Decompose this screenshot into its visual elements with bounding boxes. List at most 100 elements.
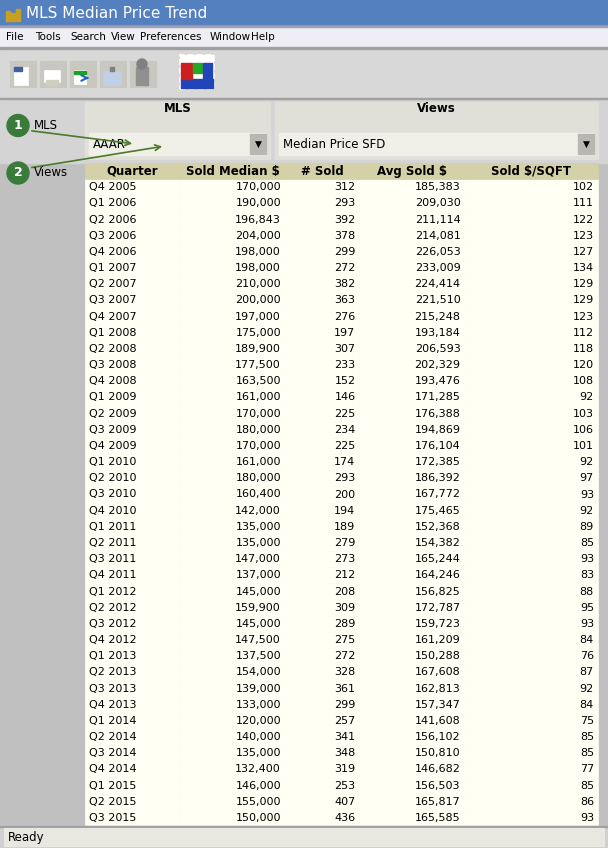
Bar <box>85 632 180 648</box>
Bar <box>359 535 465 551</box>
Bar <box>359 179 465 195</box>
Bar <box>359 600 465 616</box>
Text: 170,000: 170,000 <box>235 409 281 419</box>
Text: 77: 77 <box>580 764 594 774</box>
Text: 112: 112 <box>573 328 594 338</box>
Text: 87: 87 <box>580 667 594 678</box>
Circle shape <box>7 114 29 137</box>
Bar <box>85 195 180 211</box>
Text: 145,000: 145,000 <box>235 619 281 629</box>
Text: 392: 392 <box>334 215 356 225</box>
Text: Q3 2011: Q3 2011 <box>89 555 136 564</box>
Bar <box>465 778 598 794</box>
Circle shape <box>7 162 29 184</box>
Bar <box>89 133 266 155</box>
Bar <box>85 471 180 487</box>
Bar <box>85 260 180 276</box>
Text: 160,400: 160,400 <box>235 489 281 499</box>
Text: MLS Median Price Trend: MLS Median Price Trend <box>26 5 207 20</box>
Text: 161,000: 161,000 <box>235 457 281 467</box>
Text: 146: 146 <box>334 393 356 403</box>
Text: 141,608: 141,608 <box>415 716 461 726</box>
Bar <box>465 454 598 471</box>
Bar <box>285 341 359 357</box>
Text: 189: 189 <box>334 522 356 532</box>
Text: 164,246: 164,246 <box>415 571 461 580</box>
Text: 106: 106 <box>573 425 594 435</box>
Bar <box>465 713 598 729</box>
Bar <box>180 454 285 471</box>
Bar <box>85 810 180 826</box>
Text: 127: 127 <box>573 247 594 257</box>
Text: 84: 84 <box>580 700 594 710</box>
Text: 159,900: 159,900 <box>235 603 281 613</box>
Text: 133,000: 133,000 <box>235 700 281 710</box>
Text: 129: 129 <box>573 279 594 289</box>
Text: 309: 309 <box>334 603 356 613</box>
Text: Quarter: Quarter <box>106 165 158 177</box>
Text: Q4 2005: Q4 2005 <box>89 182 137 192</box>
Text: 140,000: 140,000 <box>235 732 281 742</box>
Bar <box>465 535 598 551</box>
Text: 186,392: 186,392 <box>415 473 461 483</box>
Text: 212: 212 <box>334 571 356 580</box>
Bar <box>285 697 359 713</box>
Bar <box>85 454 180 471</box>
Bar <box>285 632 359 648</box>
Text: 225: 225 <box>334 441 356 451</box>
Text: 200,000: 200,000 <box>235 295 281 305</box>
Bar <box>180 794 285 810</box>
Bar <box>0 98 608 163</box>
Text: 118: 118 <box>573 344 594 354</box>
Bar <box>285 438 359 454</box>
Bar <box>285 373 359 389</box>
Bar <box>465 293 598 309</box>
Text: 134: 134 <box>573 263 594 273</box>
Bar <box>285 600 359 616</box>
Bar <box>180 664 285 680</box>
Bar <box>85 680 180 697</box>
Text: 436: 436 <box>334 813 356 823</box>
Bar <box>180 600 285 616</box>
Text: 175,465: 175,465 <box>415 505 461 516</box>
Bar <box>85 487 180 503</box>
Bar <box>40 61 66 87</box>
Bar <box>180 680 285 697</box>
Text: 92: 92 <box>580 683 594 694</box>
Bar <box>180 309 285 325</box>
Text: 177,500: 177,500 <box>235 360 281 370</box>
Text: 122: 122 <box>573 215 594 225</box>
Text: Views: Views <box>417 102 456 114</box>
Bar <box>285 794 359 810</box>
Text: Q3 2015: Q3 2015 <box>89 813 136 823</box>
Text: 378: 378 <box>334 231 356 241</box>
Bar <box>465 309 598 325</box>
Text: 176,388: 176,388 <box>415 409 461 419</box>
Text: 167,608: 167,608 <box>415 667 461 678</box>
Bar <box>359 227 465 244</box>
Bar <box>359 421 465 438</box>
Text: 93: 93 <box>580 489 594 499</box>
Text: 129: 129 <box>573 295 594 305</box>
Bar <box>285 421 359 438</box>
Text: 197,000: 197,000 <box>235 311 281 321</box>
Text: Q3 2014: Q3 2014 <box>89 748 137 758</box>
Bar <box>85 778 180 794</box>
Bar <box>181 79 213 88</box>
Bar <box>4 828 604 846</box>
Bar <box>285 244 359 260</box>
Text: 75: 75 <box>580 716 594 726</box>
Text: Q1 2007: Q1 2007 <box>89 263 137 273</box>
Bar <box>285 487 359 503</box>
Text: 293: 293 <box>334 198 356 209</box>
Text: Sold Median $: Sold Median $ <box>185 165 279 177</box>
Bar <box>359 244 465 260</box>
Text: 170,000: 170,000 <box>235 441 281 451</box>
Text: 190,000: 190,000 <box>235 198 281 209</box>
Bar <box>285 357 359 373</box>
Bar <box>180 745 285 762</box>
Bar <box>465 503 598 519</box>
Text: Q2 2006: Q2 2006 <box>89 215 137 225</box>
Text: 103: 103 <box>573 409 594 419</box>
Text: Q3 2006: Q3 2006 <box>89 231 136 241</box>
